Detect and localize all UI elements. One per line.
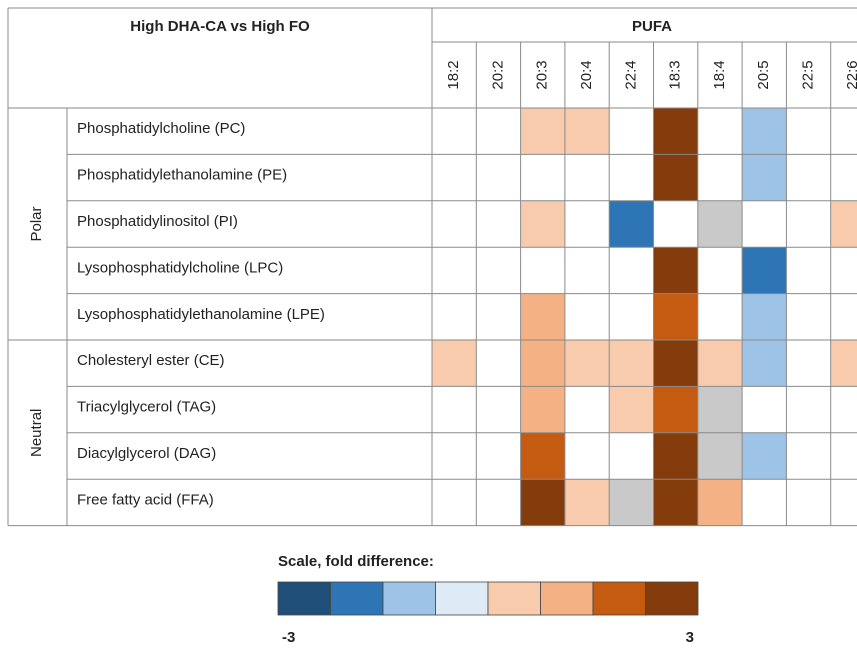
row-label: Diacylglycerol (DAG) (77, 445, 216, 462)
scale-title: Scale, fold difference: (278, 553, 434, 570)
column-label: 22:4 (622, 60, 639, 89)
column-label: 20:4 (578, 60, 595, 89)
table-title: High DHA-CA vs High FO (130, 18, 310, 35)
heat-cell (609, 386, 654, 433)
heat-cell (653, 293, 698, 340)
column-label: 18:4 (711, 60, 728, 89)
column-label: 22:6 (844, 60, 857, 89)
scale-swatch (487, 581, 541, 616)
heat-cell (653, 432, 698, 480)
scale-swatch (540, 581, 594, 616)
heat-cell (609, 340, 654, 387)
row-label: Lysophosphatidylethanolamine (LPE) (77, 306, 325, 323)
row-label: Cholesteryl ester (CE) (77, 352, 225, 369)
group-label: Polar (28, 206, 45, 241)
row-label: Triacylglycerol (TAG) (77, 399, 216, 416)
row-label: Lysophosphatidylcholine (LPC) (77, 259, 283, 276)
heat-cell (830, 340, 857, 387)
heat-cell (653, 479, 698, 526)
column-label: 20:3 (534, 60, 551, 89)
heat-cell (520, 200, 565, 248)
scale-swatch (592, 581, 646, 616)
heat-cell (742, 154, 787, 201)
heat-cell (432, 340, 477, 387)
column-label: 18:3 (667, 60, 684, 89)
heat-cell (520, 432, 565, 480)
scale-min: -3 (282, 629, 295, 646)
heat-cell (609, 479, 654, 526)
heat-cell (520, 340, 565, 387)
column-label: 20:2 (489, 60, 506, 89)
column-label: 22:5 (800, 60, 817, 89)
scale-swatch (277, 581, 331, 616)
heat-cell (653, 386, 698, 433)
heat-cell (520, 108, 565, 155)
scale-swatch (330, 581, 384, 616)
heat-cell (742, 293, 787, 340)
heat-cell (653, 340, 698, 387)
column-label: 18:2 (445, 60, 462, 89)
scale-swatch (645, 581, 699, 616)
heat-cell (564, 340, 610, 387)
row-label: Free fatty acid (FFA) (77, 491, 214, 508)
row-label: Phosphatidylcholine (PC) (77, 120, 245, 137)
heat-cell (653, 108, 698, 155)
scale-max: 3 (686, 629, 694, 646)
group-title: PUFA (632, 18, 672, 35)
heat-cell (653, 154, 698, 201)
heat-cell (742, 432, 787, 480)
heat-cell (653, 247, 698, 294)
column-label: 20:5 (755, 60, 772, 89)
row-label: Phosphatidylethanolamine (PE) (77, 167, 287, 184)
heat-cell (520, 386, 565, 433)
scale-swatch (382, 581, 436, 616)
group-label: Neutral (28, 409, 45, 457)
scale-swatch (435, 581, 489, 616)
heat-cell (697, 386, 743, 433)
heat-cell (564, 479, 610, 526)
heat-cell (742, 247, 787, 294)
heat-cell (520, 479, 565, 526)
heat-cell (697, 432, 743, 480)
heat-cell (697, 479, 743, 526)
heat-cell (609, 200, 654, 248)
heat-cell (830, 200, 857, 248)
heat-cell (564, 108, 610, 155)
heat-cell (697, 200, 743, 248)
heat-cell (697, 340, 743, 387)
row-label: Phosphatidylinositol (PI) (77, 213, 238, 230)
heat-cell (742, 340, 787, 387)
heat-cell (742, 108, 787, 155)
heat-cell (520, 293, 565, 340)
